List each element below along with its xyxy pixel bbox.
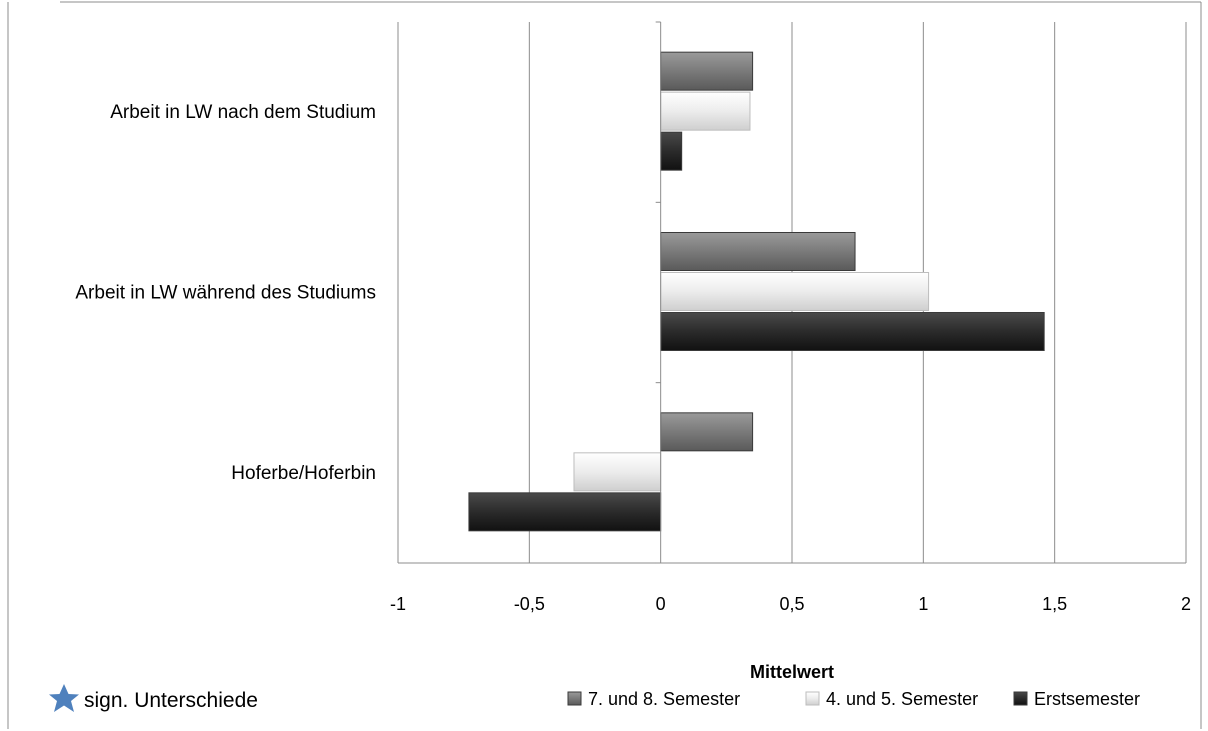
x-tick-label: 1,5 (1042, 594, 1067, 614)
significance-note: sign. Unterschiede (49, 684, 258, 712)
bar-2-1 (573, 452, 662, 492)
axes (398, 21, 1186, 564)
legend: 7. und 8. Semester 4. und 5. Semester Erst… (567, 689, 1140, 709)
category-label: Hoferbe/Hoferbin (231, 463, 376, 484)
bars (468, 51, 1045, 532)
legend-swatch-0 (567, 691, 582, 706)
x-tick-label: 2 (1181, 594, 1191, 614)
category-label: Arbeit in LW nach dem Studium (110, 102, 376, 123)
legend-label-1: 4. und 5. Semester (826, 689, 978, 709)
bar-0-2 (660, 131, 683, 171)
legend-swatch-1 (805, 691, 820, 706)
bar-1-2 (660, 312, 1045, 351)
legend-swatch-2 (1013, 691, 1028, 706)
star-icon (49, 684, 79, 712)
bar-0-1 (660, 91, 751, 131)
bar-2-0 (660, 412, 754, 452)
x-tick-label: 0,5 (779, 594, 804, 614)
category-label: Arbeit in LW während des Studiums (75, 283, 376, 304)
x-tick-label: -0,5 (514, 594, 545, 614)
x-axis-title: Mittelwert (750, 662, 834, 682)
bar-2-2 (468, 492, 662, 532)
bar-0-0 (660, 51, 754, 91)
significance-note-text: sign. Unterschiede (84, 689, 258, 712)
x-tick-label: -1 (390, 594, 406, 614)
category-labels: Arbeit in LW nach dem Studium Arbeit in L… (75, 102, 376, 484)
x-tick-label: 0 (656, 594, 666, 614)
chart-border (7, 2, 1202, 729)
legend-label-2: Erstsemester (1034, 689, 1140, 709)
tick-labels: -1 -0,5 0 0,5 1 1,5 2 (390, 594, 1191, 614)
bar-1-1 (660, 272, 930, 311)
x-tick-label: 1 (918, 594, 928, 614)
legend-label-0: 7. und 8. Semester (588, 689, 740, 709)
bar-1-0 (660, 232, 856, 271)
